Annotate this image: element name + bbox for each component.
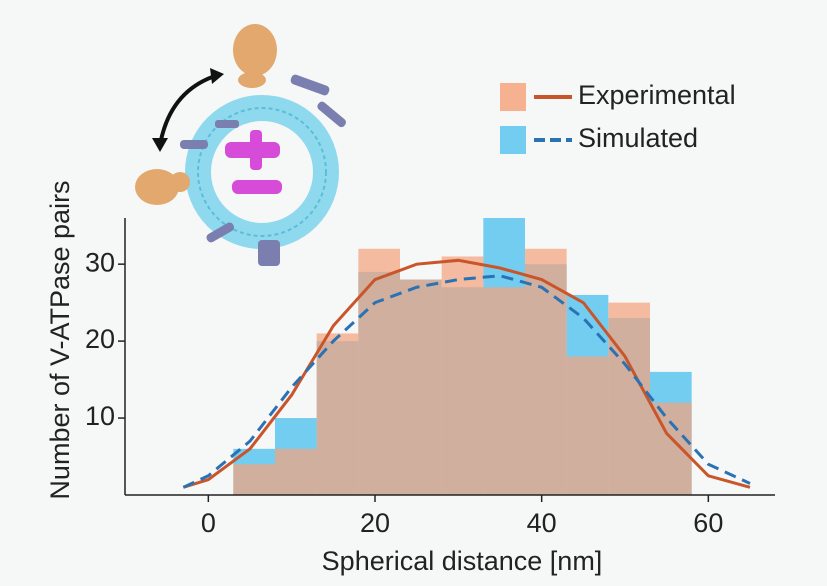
arrow-head [210, 68, 224, 84]
x-tick-label: 0 [201, 508, 216, 538]
histogram-bar [316, 333, 359, 495]
y-tick-label: 30 [85, 247, 115, 277]
y-tick-label: 20 [85, 324, 115, 354]
x-tick-label: 60 [693, 508, 723, 538]
histogram-bar [358, 248, 400, 495]
membrane-texture [197, 107, 327, 237]
fit-curve [182, 274, 751, 489]
y-tick-label: 10 [85, 401, 115, 431]
histogram-bar [275, 448, 317, 495]
legend-swatch [500, 126, 526, 154]
legend-label: Experimental [578, 80, 736, 110]
inner-proteins [225, 130, 282, 194]
fit-curve [182, 258, 751, 489]
histogram-bar [483, 287, 525, 495]
x-axis-label: Spherical distance [nm] [322, 546, 603, 576]
histogram-bar [441, 256, 484, 495]
y-axis-label: Number of V-ATPase pairs [45, 180, 75, 499]
histogram-bar [525, 248, 567, 495]
v-atpase [135, 24, 277, 205]
protein-illustration [135, 24, 346, 266]
histogram-bar [400, 279, 442, 495]
rotation-arrow [158, 73, 219, 146]
legend-label: Simulated [578, 123, 698, 153]
x-tick-label: 40 [527, 508, 557, 538]
histogram-bar [608, 302, 650, 495]
membrane-proteins [180, 74, 346, 266]
histogram-bar [233, 464, 275, 495]
histogram-bar [566, 356, 609, 495]
arrow-head [152, 138, 168, 152]
x-tick-label: 20 [360, 508, 390, 538]
legend-swatch [500, 83, 526, 111]
